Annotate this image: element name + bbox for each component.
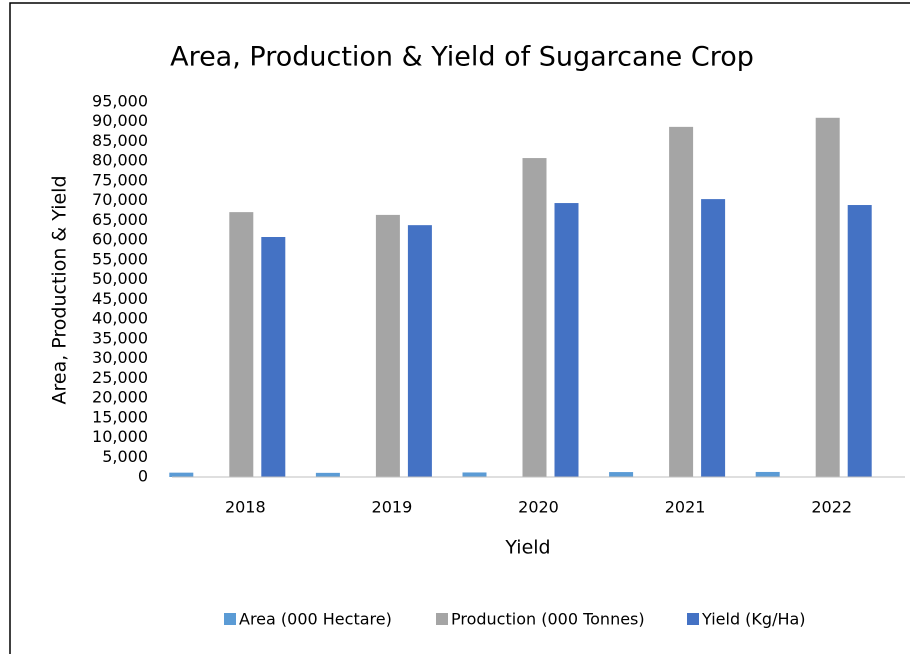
y-tick-label: 0 bbox=[138, 467, 148, 486]
bar bbox=[815, 117, 840, 477]
bar bbox=[375, 214, 400, 478]
y-tick-label: 95,000 bbox=[92, 92, 148, 111]
x-tick-label: 2019 bbox=[372, 498, 413, 517]
x-tick-label: 2022 bbox=[811, 498, 852, 517]
x-tick-label: 2020 bbox=[518, 498, 559, 517]
y-tick-label: 5,000 bbox=[102, 447, 148, 466]
y-tick-label: 90,000 bbox=[92, 111, 148, 130]
bar bbox=[261, 237, 286, 477]
y-tick-label: 75,000 bbox=[92, 170, 148, 189]
y-tick-label: 30,000 bbox=[92, 348, 148, 367]
chart-title: Area, Production & Yield of Sugarcane Cr… bbox=[170, 42, 754, 73]
bar bbox=[169, 472, 194, 477]
legend-label: Yield (Kg/Ha) bbox=[701, 610, 806, 629]
bar bbox=[229, 212, 254, 477]
legend-swatch bbox=[224, 613, 236, 625]
legend-swatch bbox=[687, 613, 699, 625]
y-tick-label: 35,000 bbox=[92, 328, 148, 347]
y-axis-title: Area, Production & Yield bbox=[49, 175, 71, 404]
y-tick-label: 20,000 bbox=[92, 388, 148, 407]
chart-border bbox=[9, 2, 910, 654]
y-tick-label: 60,000 bbox=[92, 230, 148, 249]
bar bbox=[701, 199, 726, 477]
bar bbox=[847, 205, 872, 478]
legend-label: Area (000 Hectare) bbox=[239, 610, 392, 629]
y-tick-label: 15,000 bbox=[92, 407, 148, 426]
bar bbox=[315, 472, 340, 477]
bar bbox=[669, 126, 694, 478]
bar bbox=[407, 225, 432, 477]
legend-swatch bbox=[436, 613, 448, 625]
x-axis-title: Yield bbox=[504, 537, 550, 559]
bar bbox=[609, 472, 634, 477]
y-tick-label: 80,000 bbox=[92, 151, 148, 170]
bar bbox=[554, 203, 579, 478]
y-tick-label: 85,000 bbox=[92, 131, 148, 150]
y-tick-label: 25,000 bbox=[92, 368, 148, 387]
legend-label: Production (000 Tonnes) bbox=[451, 610, 645, 629]
x-tick-label: 2021 bbox=[665, 498, 706, 517]
bar bbox=[462, 472, 487, 477]
y-tick-label: 50,000 bbox=[92, 269, 148, 288]
bar bbox=[522, 158, 547, 478]
y-tick-label: 65,000 bbox=[92, 210, 148, 229]
x-tick-label: 2018 bbox=[225, 498, 266, 517]
y-tick-label: 70,000 bbox=[92, 190, 148, 209]
y-tick-label: 45,000 bbox=[92, 289, 148, 308]
bar bbox=[755, 471, 780, 477]
y-tick-label: 10,000 bbox=[92, 427, 148, 446]
y-tick-label: 40,000 bbox=[92, 309, 148, 328]
y-tick-label: 55,000 bbox=[92, 249, 148, 268]
